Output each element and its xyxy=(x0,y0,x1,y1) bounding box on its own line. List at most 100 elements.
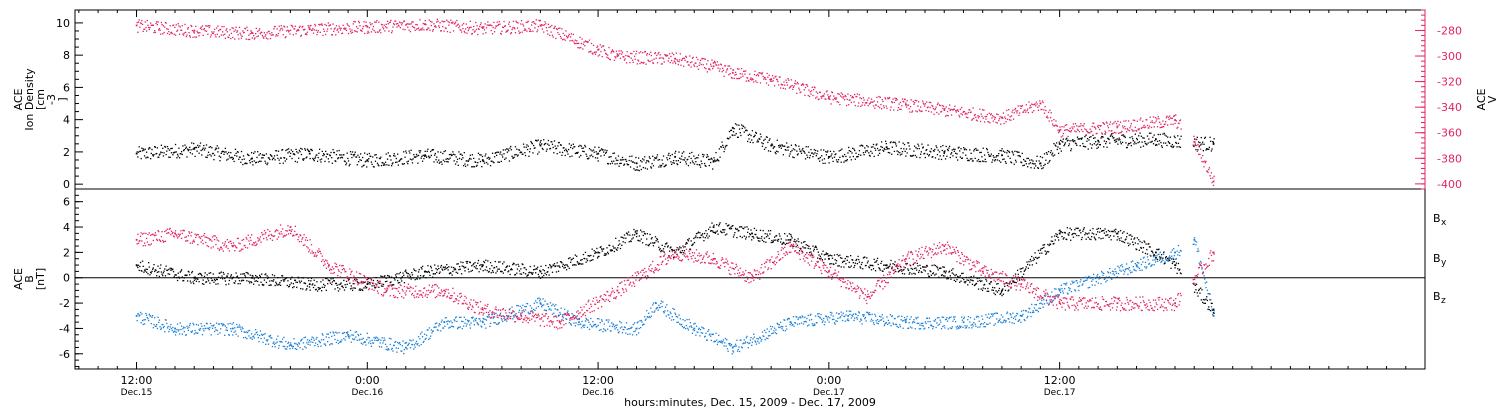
density-point xyxy=(1138,135,1140,137)
density-point xyxy=(1134,141,1136,143)
vx-point xyxy=(825,98,827,100)
density-point xyxy=(600,155,602,157)
density-point xyxy=(878,149,880,152)
vx-point xyxy=(792,86,795,88)
vx-point xyxy=(800,84,803,87)
density-point xyxy=(396,161,398,163)
density-point xyxy=(574,146,576,148)
density-point xyxy=(961,157,964,159)
bx-point xyxy=(462,265,465,268)
bx-point xyxy=(434,264,436,266)
bx-point xyxy=(230,274,233,276)
vx-point xyxy=(217,25,219,27)
vx-point xyxy=(1120,131,1122,134)
bx-point xyxy=(893,263,896,266)
density-point xyxy=(710,161,712,164)
density-point xyxy=(532,144,535,147)
vx-point xyxy=(191,29,194,32)
density-point xyxy=(244,162,247,164)
bx-point xyxy=(601,250,603,252)
density-point xyxy=(198,152,200,154)
density-point xyxy=(226,159,228,161)
bx-point xyxy=(596,247,598,250)
density-point xyxy=(444,160,446,163)
bx-point xyxy=(958,276,960,278)
bx-point xyxy=(370,279,373,281)
density-point xyxy=(1146,144,1148,146)
bx-point xyxy=(285,277,287,279)
density-point xyxy=(1120,143,1122,145)
bx-point xyxy=(405,271,408,273)
bx-point xyxy=(920,267,922,269)
bx-point xyxy=(946,278,948,280)
vx-point xyxy=(878,95,880,98)
density-point xyxy=(139,150,142,153)
vx-point xyxy=(386,20,389,23)
vx-point xyxy=(189,35,191,37)
vx-point xyxy=(621,53,623,55)
density-point xyxy=(491,152,494,154)
vx-point xyxy=(341,32,343,35)
density-point xyxy=(298,157,300,159)
bx-point xyxy=(549,264,551,266)
bx-point xyxy=(970,275,972,278)
vx-point xyxy=(924,105,926,107)
density-point xyxy=(699,164,701,166)
bx-point xyxy=(700,234,702,236)
bx-point xyxy=(1107,234,1109,236)
vx-point xyxy=(162,33,164,35)
bx-point xyxy=(276,284,278,286)
density-point xyxy=(1112,137,1114,139)
density-point xyxy=(450,154,453,157)
density-point xyxy=(283,156,285,159)
bx-point xyxy=(688,238,690,240)
vx-point xyxy=(451,22,453,24)
density-point xyxy=(476,164,478,167)
bx-point xyxy=(761,235,763,238)
vx-point xyxy=(478,28,480,31)
bx-point xyxy=(1093,236,1095,238)
bx-point xyxy=(1031,264,1034,266)
vx-point xyxy=(1039,100,1041,102)
vx-point xyxy=(333,28,336,30)
density-point xyxy=(813,149,815,151)
density-point xyxy=(147,156,149,159)
vx-point xyxy=(640,61,642,64)
density-point xyxy=(421,155,423,158)
density-point xyxy=(897,153,899,156)
density-point xyxy=(792,148,795,150)
vx-point xyxy=(863,99,865,101)
density-point xyxy=(1037,167,1040,170)
vx-point xyxy=(626,51,628,53)
bx-point xyxy=(797,238,799,240)
bx-point xyxy=(240,280,243,282)
left-y-tick-label-1: 2 xyxy=(63,146,70,159)
density-point xyxy=(650,166,652,168)
vx-point xyxy=(232,36,234,39)
vx-data-point-2 xyxy=(251,32,253,35)
density-point xyxy=(751,139,753,141)
vx-point xyxy=(827,94,829,96)
vx-point xyxy=(956,109,958,111)
vx-point xyxy=(570,33,572,35)
density-point xyxy=(184,144,186,146)
density-point xyxy=(957,159,959,161)
bx-point xyxy=(487,271,490,273)
density-point xyxy=(568,143,570,145)
vx-point xyxy=(782,87,784,90)
bx-point xyxy=(631,234,634,236)
bx-point xyxy=(802,241,805,243)
vx-point xyxy=(957,109,959,111)
bx-point xyxy=(189,280,192,282)
bx-point xyxy=(462,261,464,264)
vx-point xyxy=(1050,112,1052,114)
bx-point xyxy=(280,280,282,282)
bx-point xyxy=(1117,236,1119,238)
vx-point xyxy=(1022,111,1025,113)
vx-data-point-11 xyxy=(712,65,715,68)
density-point xyxy=(674,152,676,154)
bx-point xyxy=(758,237,760,239)
vx-point xyxy=(854,93,856,96)
density-point xyxy=(723,150,725,153)
